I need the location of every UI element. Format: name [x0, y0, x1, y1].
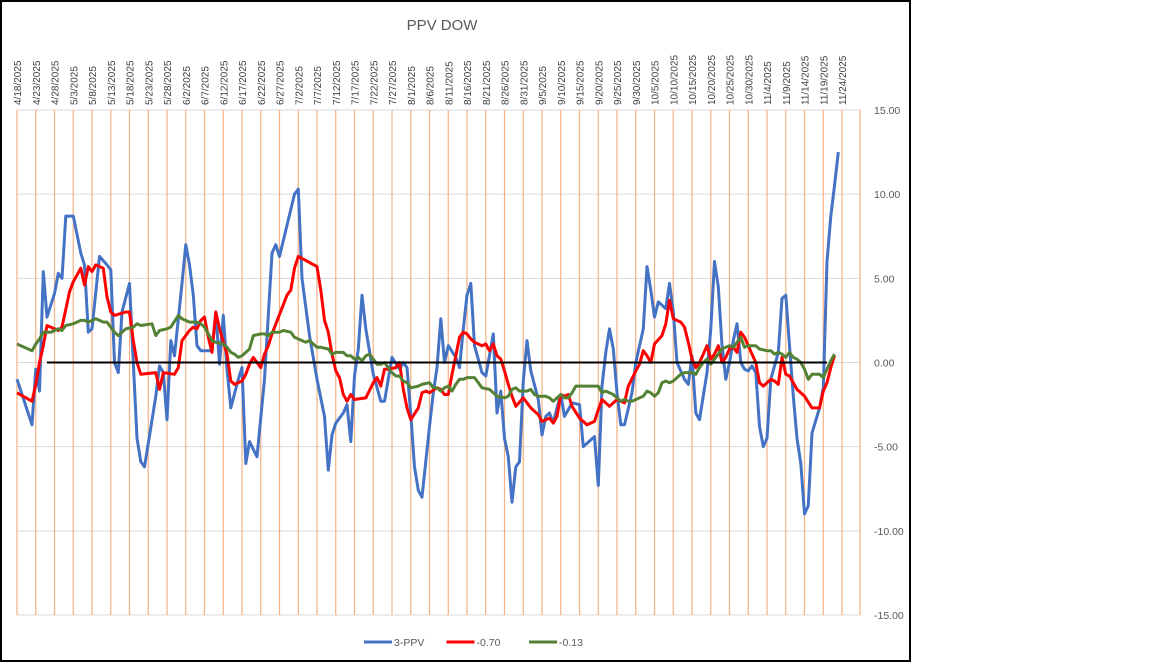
- x-tick-label: 8/21/2025: [482, 60, 493, 105]
- chart-frame: PPV DOW 4/18/2025 4/23/2025 4/28/2025 5/3/2…: [0, 0, 911, 662]
- x-tick-label: 9/5/2025: [538, 66, 549, 105]
- legend-label: 3-PPV: [394, 637, 424, 649]
- x-tick-label: 9/20/2025: [594, 60, 605, 105]
- legend-label: -0.70: [477, 637, 501, 649]
- line-chart: PPV DOW 4/18/2025 4/23/2025 4/28/2025 5/3/2…: [13, 17, 904, 649]
- x-tick-label: 6/7/2025: [201, 66, 212, 105]
- x-tick-label: 10/30/2025: [744, 55, 755, 105]
- x-tick-label: 5/28/2025: [163, 60, 174, 105]
- x-tick-label: 11/9/2025: [782, 61, 793, 105]
- x-tick-label: 10/15/2025: [688, 55, 699, 105]
- y-tick-label: 5.00: [874, 273, 895, 285]
- y-tick-label: 0.00: [874, 358, 895, 370]
- x-tick-label: 11/14/2025: [801, 55, 812, 105]
- x-tick-label: 9/25/2025: [613, 60, 624, 105]
- x-tick-label: 10/25/2025: [726, 55, 737, 105]
- x-tick-label: 4/23/2025: [32, 60, 43, 105]
- x-tick-label: 10/10/2025: [669, 55, 680, 105]
- x-tick-label: 7/17/2025: [351, 60, 362, 105]
- x-tick-label: 8/1/2025: [407, 66, 418, 105]
- x-tick-label: 5/3/2025: [69, 66, 80, 105]
- x-tick-label: 7/22/2025: [369, 60, 380, 105]
- x-tick-label: 7/12/2025: [332, 60, 343, 105]
- x-tick-label: 5/8/2025: [88, 66, 99, 105]
- x-tick-label: 7/2/2025: [294, 66, 305, 105]
- x-tick-label: 6/2/2025: [182, 66, 193, 105]
- x-tick-label: 8/6/2025: [426, 66, 437, 105]
- x-tick-label: 11/4/2025: [763, 61, 774, 105]
- x-tick-label: 5/18/2025: [126, 60, 137, 105]
- x-axis-tick-labels: 4/18/2025 4/23/2025 4/28/2025 5/3/2025 5/8/2…: [13, 55, 849, 105]
- x-tick-label: 4/18/2025: [13, 60, 24, 105]
- x-tick-label: 11/24/2025: [838, 55, 849, 105]
- x-tick-label: 4/28/2025: [51, 60, 62, 105]
- x-tick-label: 10/20/2025: [707, 55, 718, 105]
- x-tick-label: 11/19/2025: [819, 55, 830, 105]
- x-tick-label: 8/16/2025: [463, 60, 474, 105]
- x-tick-label: 9/30/2025: [632, 60, 643, 105]
- legend-label: -0.13: [559, 637, 583, 649]
- y-tick-label: -10.00: [874, 526, 904, 538]
- y-tick-label: 15.00: [874, 105, 900, 117]
- x-tick-label: 6/22/2025: [257, 60, 268, 105]
- x-tick-label: 5/23/2025: [144, 60, 155, 105]
- x-tick-label: 6/27/2025: [276, 60, 287, 105]
- legend: 3-PPV -0.70 -0.13: [364, 637, 583, 649]
- x-tick-label: 5/13/2025: [107, 60, 118, 105]
- x-tick-label: 6/17/2025: [238, 60, 249, 105]
- x-tick-label: 7/27/2025: [388, 60, 399, 105]
- x-tick-label: 8/31/2025: [519, 60, 530, 105]
- y-tick-label: -5.00: [874, 442, 898, 454]
- x-tick-label: 6/12/2025: [219, 60, 230, 105]
- series-line--0.70: [16, 254, 836, 427]
- x-tick-label: 10/5/2025: [651, 60, 662, 105]
- x-tick-label: 8/26/2025: [501, 60, 512, 105]
- x-tick-label: 9/10/2025: [557, 60, 568, 105]
- series-lines: [15, 151, 840, 516]
- y-tick-label: -15.00: [874, 610, 904, 622]
- x-tick-label: 9/15/2025: [576, 60, 587, 105]
- y-tick-label: 10.00: [874, 189, 900, 201]
- y-axis-tick-labels: 15.00 10.00 5.00 0.00 -5.00 -10.00 -15.00: [874, 105, 904, 622]
- chart-title: PPV DOW: [407, 17, 479, 34]
- series-line-3-PPV: [15, 151, 840, 516]
- x-tick-label: 8/11/2025: [444, 61, 455, 105]
- x-tick-label: 7/7/2025: [313, 66, 324, 105]
